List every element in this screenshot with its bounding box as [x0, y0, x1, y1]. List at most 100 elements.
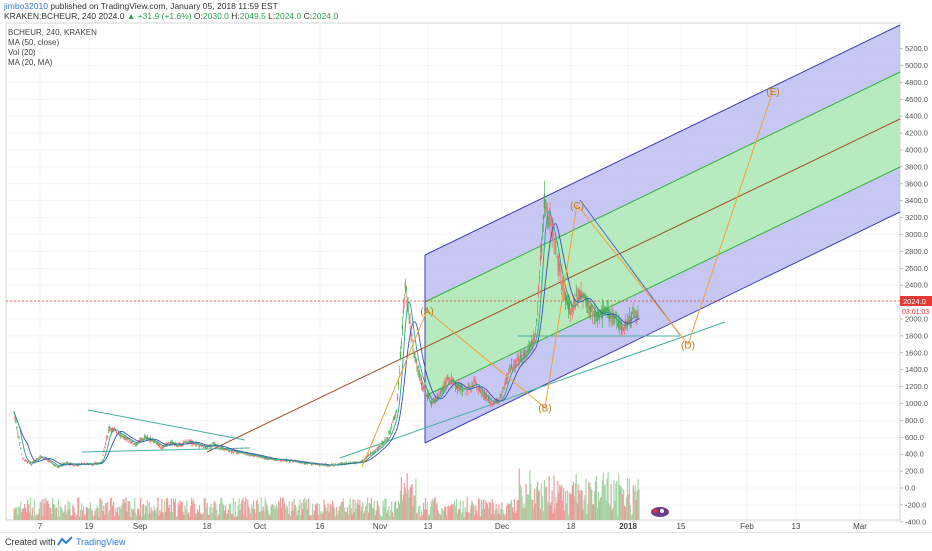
- candle-body: [625, 321, 628, 324]
- volume-bar: [143, 514, 146, 520]
- candle-body: [66, 462, 68, 463]
- candle-body: [221, 448, 223, 450]
- volume-bar: [256, 498, 259, 520]
- volume-bar: [460, 513, 462, 520]
- volume-bar: [439, 513, 441, 520]
- candle-body: [610, 314, 612, 318]
- volume-bar: [280, 497, 282, 520]
- volume-bar: [533, 508, 535, 520]
- candle-body: [337, 463, 340, 465]
- volume-bar: [117, 515, 119, 520]
- y-tick-label: 1800.0: [905, 331, 928, 340]
- candle-body: [181, 445, 183, 446]
- volume-bar: [100, 500, 102, 520]
- candle-body: [192, 442, 194, 444]
- candle-body: [40, 456, 42, 457]
- x-axis[interactable]: 7 19 Sep 18 Oct 16 Nov 13 Dec 18 2018 15 Feb 13 Mar: [38, 522, 867, 531]
- volume-bar: [245, 497, 247, 520]
- author-link[interactable]: jimbo32010: [4, 1, 48, 11]
- volume-bar: [527, 493, 529, 520]
- candle-body: [624, 319, 627, 328]
- candle-body: [526, 351, 528, 352]
- volume-bar: [179, 500, 181, 520]
- candle-body: [267, 458, 269, 460]
- candle-body: [286, 460, 288, 462]
- volume-bar: [20, 501, 22, 520]
- candle-body: [227, 451, 230, 453]
- volume-bar: [363, 513, 365, 520]
- candle-body: [394, 416, 396, 420]
- tradingview-brand[interactable]: TradingView: [76, 537, 126, 547]
- volume-bar: [461, 511, 463, 520]
- candle-body: [113, 429, 116, 431]
- volume-bar: [485, 502, 487, 520]
- legend-ma20[interactable]: MA (20, MA): [8, 58, 53, 67]
- candle-body: [481, 391, 484, 393]
- candle-body: [514, 360, 516, 367]
- volume-bar: [339, 505, 342, 520]
- candle-body: [550, 222, 552, 224]
- volume-bar: [345, 512, 347, 520]
- candle-body: [628, 315, 630, 317]
- wave-label-b: (B): [538, 404, 551, 415]
- candle-body: [283, 460, 286, 462]
- candle-body: [117, 433, 119, 435]
- volume-bar: [105, 503, 107, 520]
- volume-bar: [416, 513, 418, 520]
- candle-body: [415, 357, 417, 363]
- volume-bar: [629, 504, 631, 520]
- volume-bar: [269, 516, 271, 520]
- volume-bar: [271, 504, 273, 520]
- y-tick-label: 4800.0: [905, 78, 928, 87]
- candle-body: [268, 459, 270, 461]
- volume-bar: [282, 497, 285, 520]
- candle-body: [506, 378, 508, 380]
- volume-bar: [558, 493, 560, 520]
- event-marker-icon[interactable]: [651, 507, 669, 517]
- candle-body: [499, 397, 501, 399]
- candle-body: [562, 282, 564, 285]
- candle-body: [55, 465, 58, 467]
- candle-body: [256, 456, 259, 458]
- volume-bar: [303, 499, 305, 520]
- volume-bar: [448, 505, 450, 520]
- candle-body: [213, 442, 215, 444]
- volume-bar: [513, 499, 516, 520]
- volume-bar: [495, 504, 497, 520]
- volume-bar: [338, 506, 341, 520]
- candle-body: [484, 396, 487, 399]
- x-tick-label: 16: [316, 522, 325, 531]
- legend-vol[interactable]: Vol (20): [8, 48, 36, 57]
- volume-bar: [546, 500, 548, 520]
- candle-body: [160, 446, 162, 448]
- candle-body: [106, 437, 108, 440]
- volume-bar: [116, 507, 118, 520]
- price-chart[interactable]: (A) (B) (C) (D) (E) 5200.0 5000.0 4800.0 4600.0…: [0, 0, 932, 532]
- channel-upper-line: [424, 24, 901, 256]
- volume-bar: [397, 500, 400, 520]
- candle-body: [605, 308, 607, 313]
- volume-bar: [611, 510, 613, 520]
- volume-bar: [168, 504, 171, 520]
- volume-bar: [502, 509, 504, 520]
- volume-bar: [398, 504, 401, 520]
- volume-bar: [230, 513, 232, 520]
- candle-body: [577, 296, 579, 300]
- candle-body: [264, 457, 266, 459]
- candle-body: [511, 368, 514, 370]
- legend-ma50[interactable]: MA (50, close): [8, 38, 60, 47]
- volume-bar: [53, 505, 56, 520]
- y-axis[interactable]: 5200.0 5000.0 4800.0 4600.0 4400.0 4200.0 4000…: [900, 44, 928, 526]
- volume-bar: [360, 511, 362, 520]
- candle-body: [558, 262, 560, 272]
- volume-bar: [534, 488, 536, 520]
- volume-bar: [129, 502, 131, 520]
- volume-bar: [120, 506, 122, 520]
- legend-series[interactable]: BCHEUR, 240, KRAKEN: [8, 28, 97, 37]
- candle-body: [327, 465, 329, 466]
- candle-body: [634, 311, 636, 313]
- volume-bar: [525, 483, 527, 520]
- volume-bar: [25, 512, 28, 520]
- volume-bar: [581, 490, 583, 520]
- volume-bar: [579, 494, 581, 520]
